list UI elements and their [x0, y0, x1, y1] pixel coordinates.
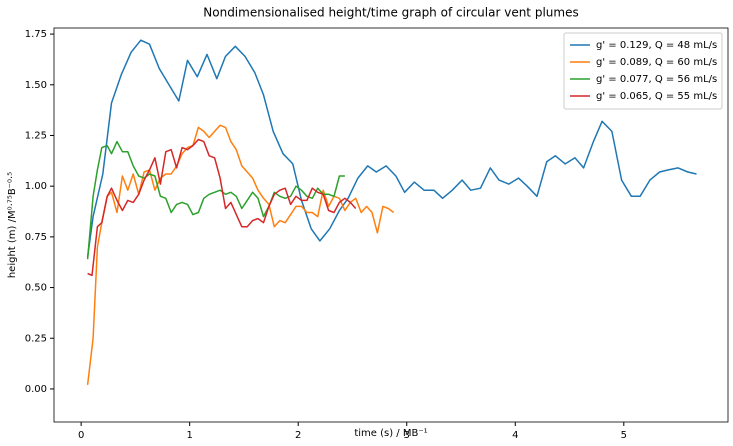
x-tick-label: 3 — [404, 430, 410, 441]
y-axis-label: height (m) /M⁰·⁷⁵B⁻⁰·⁵ — [7, 172, 18, 278]
x-axis-label: time (s) / MB⁻¹ — [354, 428, 427, 439]
chart-title: Nondimensionalised height/time graph of … — [203, 6, 578, 20]
x-tick-label: 2 — [295, 430, 301, 441]
legend-label: g' = 0.129, Q = 48 mL/s — [596, 40, 717, 51]
x-tick-label: 0 — [78, 430, 84, 441]
plot-frame — [53, 27, 729, 423]
x-tick-label: 5 — [621, 430, 627, 441]
legend-label: g' = 0.077, Q = 56 mL/s — [596, 74, 717, 85]
x-tick-label: 4 — [512, 430, 518, 441]
y-tick-label: 0.75 — [25, 232, 47, 243]
series-line — [86, 124, 395, 385]
legend-label: g' = 0.089, Q = 60 mL/s — [596, 57, 717, 68]
y-tick-label: 1.50 — [25, 80, 47, 91]
y-tick-label: 1.00 — [25, 181, 47, 192]
x-tick-label: 1 — [186, 430, 192, 441]
series-line — [86, 140, 345, 260]
y-tick-label: 0.00 — [25, 384, 47, 395]
y-tick-label: 0.25 — [25, 333, 47, 344]
series-line — [87, 138, 357, 277]
series-line — [86, 39, 697, 258]
legend-box — [563, 32, 723, 110]
y-tick-label: 0.50 — [25, 283, 47, 294]
legend-label: g' = 0.065, Q = 55 mL/s — [596, 91, 717, 102]
y-tick-label: 1.75 — [25, 29, 47, 40]
y-tick-label: 1.25 — [25, 130, 47, 141]
